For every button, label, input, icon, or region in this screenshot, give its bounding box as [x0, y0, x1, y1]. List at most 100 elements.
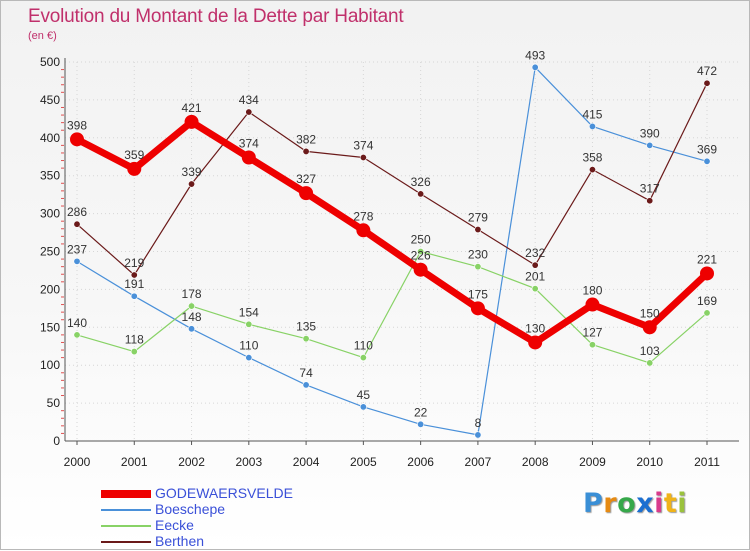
- data-label: 45: [357, 388, 371, 402]
- data-label: 382: [296, 132, 316, 146]
- x-tick-label: 2004: [293, 455, 320, 469]
- data-label: 434: [239, 93, 259, 107]
- data-point: [642, 320, 657, 335]
- legend-label: GODEWAERSVELDE: [155, 485, 293, 501]
- y-tick-label: 100: [40, 358, 60, 372]
- data-label: 278: [353, 209, 373, 223]
- data-label: 327: [296, 172, 316, 186]
- data-point: [359, 154, 367, 162]
- data-point: [184, 114, 199, 129]
- data-label: 230: [468, 248, 488, 262]
- data-label: 250: [411, 233, 431, 247]
- data-label: 130: [525, 321, 545, 335]
- data-label: 127: [582, 326, 602, 340]
- data-label: 339: [182, 165, 202, 179]
- y-tick-label: 50: [47, 396, 61, 410]
- data-label: 103: [640, 344, 660, 358]
- legend-swatch: [101, 490, 151, 498]
- data-label: 472: [697, 64, 717, 78]
- data-point: [531, 285, 539, 293]
- x-tick-label: 2000: [64, 455, 91, 469]
- data-point: [359, 354, 367, 362]
- data-point: [302, 147, 310, 155]
- data-point: [528, 335, 543, 350]
- data-point: [585, 297, 600, 312]
- legend-label: Eecke: [155, 517, 194, 533]
- brand-logo: Proxiti: [583, 488, 688, 519]
- data-label: 369: [697, 142, 717, 156]
- x-tick-label: 2007: [465, 455, 492, 469]
- data-point: [73, 331, 81, 339]
- legend-swatch: [101, 525, 151, 527]
- data-point: [130, 292, 138, 300]
- data-label: 110: [239, 339, 258, 353]
- data-point: [188, 302, 196, 310]
- data-point: [531, 63, 539, 71]
- data-point: [703, 79, 711, 87]
- data-point: [127, 161, 142, 176]
- data-point: [302, 335, 310, 343]
- data-point: [130, 271, 138, 279]
- y-tick-label: 0: [53, 434, 60, 448]
- data-label: 74: [299, 366, 313, 380]
- data-point: [413, 262, 428, 277]
- data-point: [474, 263, 482, 271]
- data-label: 398: [67, 118, 87, 132]
- data-point: [241, 150, 256, 165]
- data-point: [646, 359, 654, 367]
- data-point: [130, 348, 138, 356]
- data-label: 415: [582, 107, 602, 121]
- chart-title: Evolution du Montant de la Dette par Hab…: [28, 6, 404, 27]
- y-tick-label: 300: [40, 207, 60, 221]
- series-line-boeschepe: [76, 66, 708, 436]
- chart-subtitle: (en €): [28, 30, 57, 42]
- legend-label: Boeschepe: [155, 501, 226, 517]
- x-tick-label: 2003: [235, 455, 262, 469]
- data-point: [245, 354, 253, 362]
- data-point: [474, 226, 482, 234]
- data-label: 493: [525, 48, 545, 62]
- data-label: 148: [182, 310, 202, 324]
- series-line-berthen: [76, 82, 708, 276]
- x-tick-label: 2009: [579, 455, 606, 469]
- data-label: 178: [182, 287, 202, 301]
- data-label: 286: [67, 205, 87, 219]
- data-label: 359: [124, 148, 144, 162]
- data-point: [188, 180, 196, 188]
- data-label: 221: [697, 252, 717, 266]
- data-label: 317: [640, 182, 660, 196]
- data-label: 180: [582, 284, 602, 298]
- data-point: [70, 132, 84, 147]
- data-label: 22: [414, 405, 428, 419]
- y-tick-label: 350: [40, 169, 60, 183]
- data-label: 118: [125, 333, 144, 347]
- data-point: [531, 261, 539, 269]
- data-label: 279: [468, 211, 488, 225]
- x-tick-label: 2010: [636, 455, 663, 469]
- data-label: 358: [582, 151, 602, 165]
- data-label: 219: [124, 256, 144, 270]
- data-point: [356, 223, 371, 238]
- x-tick-label: 2008: [522, 455, 549, 469]
- data-point: [588, 341, 596, 349]
- x-tick-label: 2005: [350, 455, 377, 469]
- y-tick-label: 400: [40, 131, 60, 145]
- data-point: [73, 257, 81, 265]
- data-point: [470, 301, 485, 316]
- x-tick-label: 2006: [407, 455, 434, 469]
- data-label: 421: [182, 101, 202, 115]
- y-tick-label: 450: [40, 93, 60, 107]
- data-label: 8: [475, 416, 482, 430]
- data-label: 374: [239, 137, 259, 151]
- data-point: [417, 420, 425, 428]
- data-label: 237: [67, 242, 87, 256]
- data-point: [417, 248, 425, 256]
- data-point: [646, 141, 654, 149]
- series-line-godewaersvelde: [73, 118, 711, 346]
- data-point: [474, 431, 482, 439]
- data-point: [245, 320, 253, 328]
- y-tick-label: 500: [40, 55, 60, 69]
- data-point: [646, 197, 654, 205]
- data-point: [588, 166, 596, 174]
